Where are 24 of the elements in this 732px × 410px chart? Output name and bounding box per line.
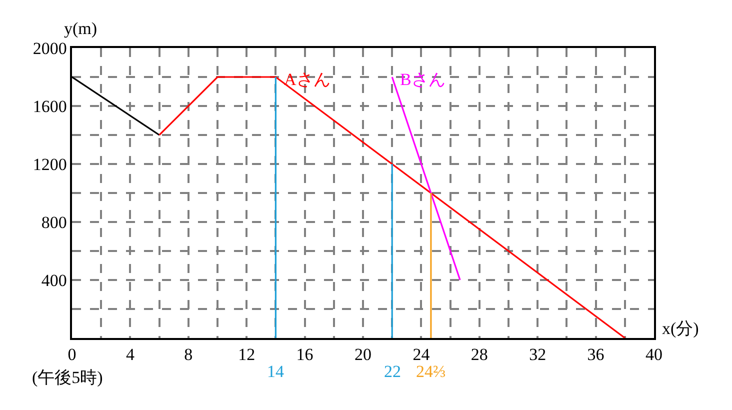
text: (午後5時): [32, 368, 103, 387]
x-tick-label: 36: [587, 345, 604, 364]
x-tick-label: 4: [126, 345, 135, 364]
x-tick-label: 16: [296, 345, 314, 364]
y-axis-title: y(m): [64, 19, 98, 38]
y-tick-label: 800: [41, 212, 67, 232]
x-tick-label: 0: [68, 345, 76, 364]
x-tick-label: 32: [529, 345, 546, 364]
x-tick-label: 40: [646, 345, 662, 364]
annotation: 24⅔: [416, 362, 446, 381]
y-tick-label: 1200: [32, 154, 67, 174]
x-tick-label: 20: [354, 345, 372, 364]
series-label: Bさん: [400, 70, 446, 89]
x-tick-label: 24: [412, 345, 430, 364]
x-axis-title: x(分): [662, 319, 699, 338]
x-tick-label: 12: [238, 345, 256, 364]
y-tick-label: 2000: [32, 38, 67, 58]
y-tick-label: 1600: [32, 96, 67, 116]
annotation: 22: [384, 362, 401, 381]
y-tick-label: 400: [41, 270, 67, 290]
x-tick-label: 28: [470, 345, 488, 364]
x-tick-label: 8: [184, 345, 193, 364]
series-label: Aさん: [284, 70, 330, 89]
annotation: 14: [267, 362, 284, 381]
